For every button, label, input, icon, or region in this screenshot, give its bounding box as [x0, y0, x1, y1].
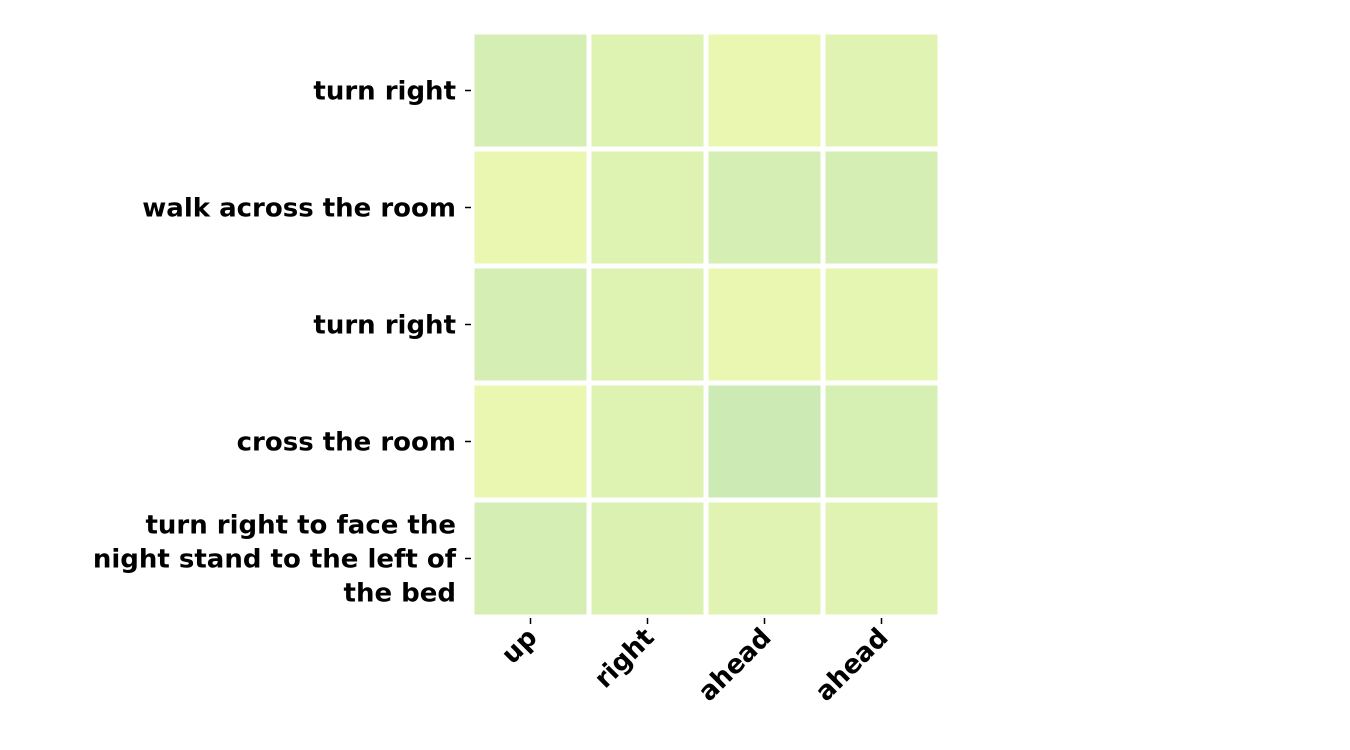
- y-tick-label: cross the room: [237, 428, 456, 458]
- heatmap-cell-r0-c2: [708, 34, 821, 147]
- heatmap-cell-r1-c3: [825, 151, 938, 264]
- x-tick-label: right: [589, 623, 661, 695]
- x-tick-label: up: [496, 623, 543, 670]
- heatmap-cell-r2-c1: [591, 268, 704, 381]
- x-tick-label: ahead: [810, 623, 895, 708]
- heatmap-cell-r4-c0: [474, 502, 587, 615]
- heatmap-cell-r3-c2: [708, 385, 821, 498]
- heatmap-cell-r2-c0: [474, 268, 587, 381]
- heatmap-cell-r1-c1: [591, 151, 704, 264]
- heatmap-cell-r4-c3: [825, 502, 938, 615]
- heatmap-cell-r1-c2: [708, 151, 821, 264]
- heatmap-cell-r2-c3: [825, 268, 938, 381]
- heatmap-cell-r3-c0: [474, 385, 587, 498]
- y-tick-label: turn right: [313, 311, 456, 341]
- y-axis: turn right walk across the room turn right…: [93, 77, 471, 609]
- y-tick-label: turn right to face the night stand to the…: [93, 511, 457, 609]
- heatmap-cell-r2-c2: [708, 268, 821, 381]
- heatmap-cell-r1-c0: [474, 151, 587, 264]
- heatmap-cells: [474, 34, 938, 615]
- heatmap-cell-r0-c0: [474, 34, 587, 147]
- heatmap-cell-r0-c1: [591, 34, 704, 147]
- heatmap-cell-r3-c3: [825, 385, 938, 498]
- y-tick-label: walk across the room: [142, 194, 456, 224]
- heatmap-cell-r4-c2: [708, 502, 821, 615]
- heatmap-cell-r0-c3: [825, 34, 938, 147]
- heatmap-cell-r3-c1: [591, 385, 704, 498]
- x-axis: up right ahead ahead: [496, 618, 894, 707]
- y-tick-label: turn right: [313, 77, 456, 107]
- heatmap-cell-r4-c1: [591, 502, 704, 615]
- x-tick-label: ahead: [693, 623, 778, 708]
